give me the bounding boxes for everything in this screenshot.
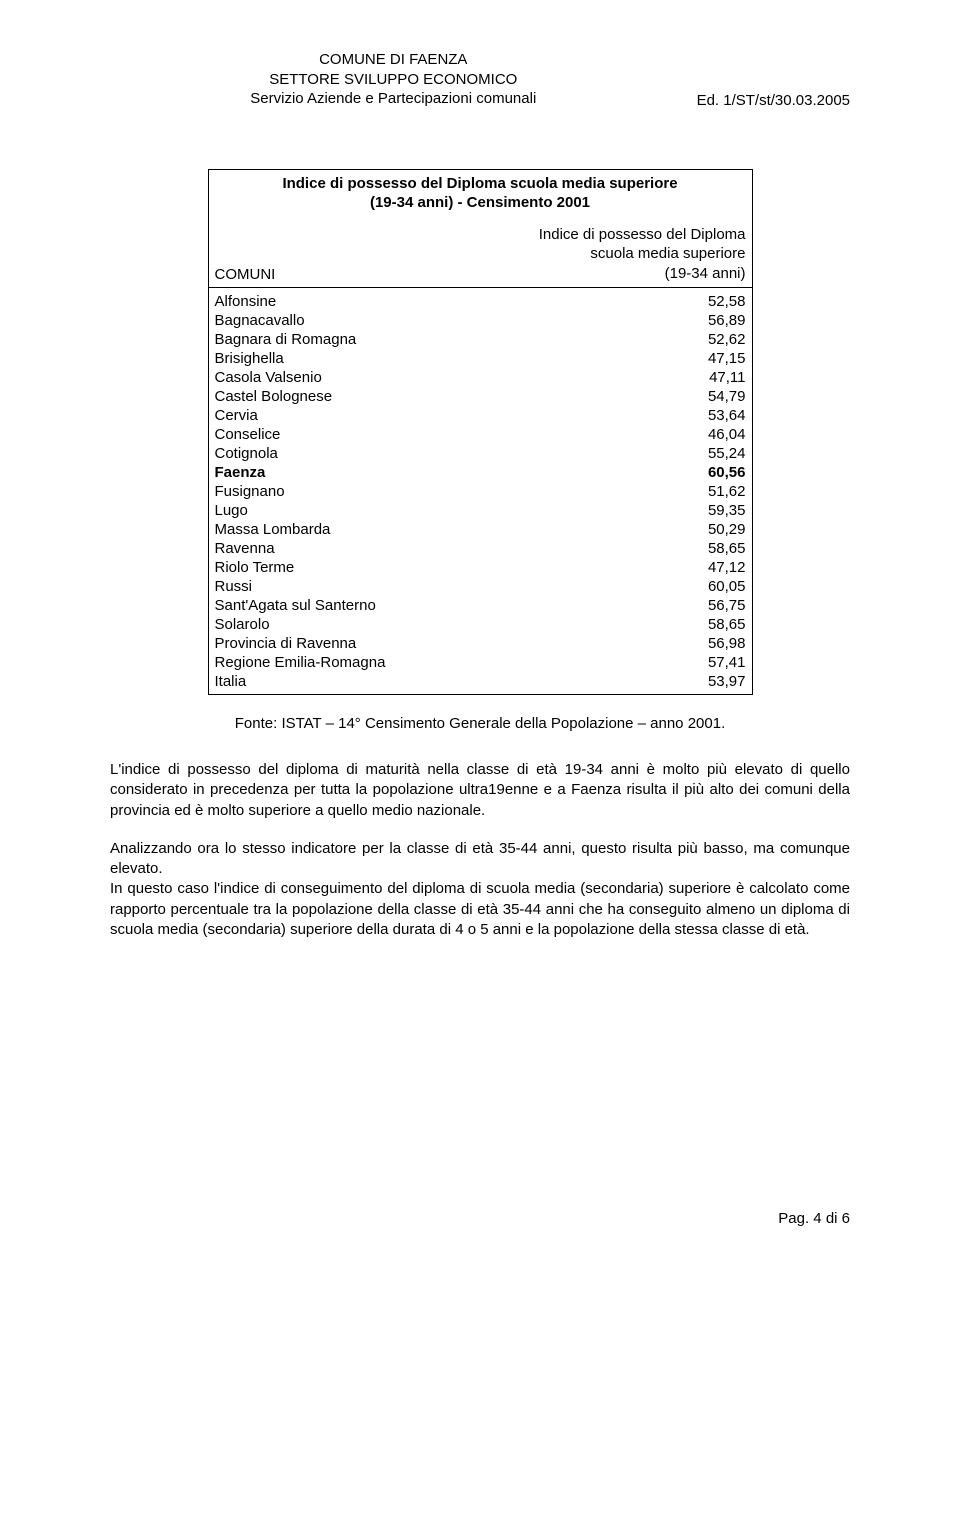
table-title-line2: (19-34 anni) - Censimento 2001 <box>370 194 590 211</box>
table-cell-value: 56,75 <box>456 596 752 615</box>
header-line3: Servizio Aziende e Partecipazioni comuna… <box>110 89 677 109</box>
diploma-table-wrapper: Indice di possesso del Diploma scuola me… <box>208 169 753 696</box>
table-cell-name: Cervia <box>208 406 456 425</box>
table-cell-name: Bagnacavallo <box>208 311 456 330</box>
table-cell-value: 52,58 <box>456 292 752 311</box>
table-row: Fusignano51,62 <box>208 482 752 501</box>
table-row: Provincia di Ravenna56,98 <box>208 634 752 653</box>
table-row: Casola Valsenio47,11 <box>208 368 752 387</box>
paragraph-2: Analizzando ora lo stesso indicatore per… <box>110 839 850 880</box>
table-cell-value: 46,04 <box>456 425 752 444</box>
table-cell-name: Sant'Agata sul Santerno <box>208 596 456 615</box>
table-cell-name: Fusignano <box>208 482 456 501</box>
table-cell-name: Solarolo <box>208 615 456 634</box>
table-cell-value: 57,41 <box>456 653 752 672</box>
table-cell-value: 47,11 <box>456 368 752 387</box>
table-caption: Fonte: ISTAT – 14° Censimento Generale d… <box>110 715 850 732</box>
table-cell-name: Riolo Terme <box>208 558 456 577</box>
table-cell-value: 47,15 <box>456 349 752 368</box>
table-cell-name: Regione Emilia-Romagna <box>208 653 456 672</box>
table-cell-value: 50,29 <box>456 520 752 539</box>
header-line1: COMUNE DI FAENZA <box>110 50 677 70</box>
table-cell-value: 60,56 <box>456 463 752 482</box>
table-cell-value: 58,65 <box>456 615 752 634</box>
page-footer: Pag. 4 di 6 <box>110 1210 850 1227</box>
table-cell-value: 56,98 <box>456 634 752 653</box>
table-cell-name: Provincia di Ravenna <box>208 634 456 653</box>
paragraph-3: In questo caso l'indice di conseguimento… <box>110 879 850 940</box>
table-row: Alfonsine52,58 <box>208 292 752 311</box>
table-cell-value: 59,35 <box>456 501 752 520</box>
table-cell-name: Ravenna <box>208 539 456 558</box>
table-cell-value: 53,64 <box>456 406 752 425</box>
paragraph-1: L'indice di possesso del diploma di matu… <box>110 760 850 821</box>
table-cell-name: Casola Valsenio <box>208 368 456 387</box>
table-col1-header: COMUNI <box>208 221 456 288</box>
table-row: Lugo59,35 <box>208 501 752 520</box>
table-cell-name: Bagnara di Romagna <box>208 330 456 349</box>
table-cell-value: 60,05 <box>456 577 752 596</box>
table-title-row: Indice di possesso del Diploma scuola me… <box>208 169 752 217</box>
table-row: Bagnara di Romagna52,62 <box>208 330 752 349</box>
table-cell-value: 54,79 <box>456 387 752 406</box>
table-cell-name: Conselice <box>208 425 456 444</box>
table-row: Castel Bolognese54,79 <box>208 387 752 406</box>
table-col2-header: Indice di possesso del Diploma scuola me… <box>456 221 752 288</box>
table-cell-value: 52,62 <box>456 330 752 349</box>
table-row: Cervia53,64 <box>208 406 752 425</box>
table-row: Bagnacavallo56,89 <box>208 311 752 330</box>
table-title-line1: Indice di possesso del Diploma scuola me… <box>282 175 677 192</box>
table-row: Brisighella47,15 <box>208 349 752 368</box>
table-header-row: COMUNI Indice di possesso del Diploma sc… <box>208 221 752 288</box>
table-cell-name: Italia <box>208 672 456 695</box>
table-cell-name: Cotignola <box>208 444 456 463</box>
table-row: Solarolo58,65 <box>208 615 752 634</box>
table-cell-name: Castel Bolognese <box>208 387 456 406</box>
table-cell-value: 51,62 <box>456 482 752 501</box>
table-cell-name: Alfonsine <box>208 292 456 311</box>
table-row: Ravenna58,65 <box>208 539 752 558</box>
table-cell-value: 55,24 <box>456 444 752 463</box>
header-line2: SETTORE SVILUPPO ECONOMICO <box>110 70 677 90</box>
table-cell-name: Russi <box>208 577 456 596</box>
table-cell-value: 58,65 <box>456 539 752 558</box>
table-cell-name: Massa Lombarda <box>208 520 456 539</box>
header-edition: Ed. 1/ST/st/30.03.2005 <box>677 92 850 109</box>
table-cell-name: Faenza <box>208 463 456 482</box>
header-left: COMUNE DI FAENZA SETTORE SVILUPPO ECONOM… <box>110 50 677 109</box>
table-row: Cotignola55,24 <box>208 444 752 463</box>
table-cell-value: 53,97 <box>456 672 752 695</box>
diploma-table: Indice di possesso del Diploma scuola me… <box>208 169 753 696</box>
document-header: COMUNE DI FAENZA SETTORE SVILUPPO ECONOM… <box>110 50 850 109</box>
table-row: Conselice46,04 <box>208 425 752 444</box>
table-cell-value: 56,89 <box>456 311 752 330</box>
table-row: Riolo Terme47,12 <box>208 558 752 577</box>
table-row: Regione Emilia-Romagna57,41 <box>208 653 752 672</box>
table-row: Faenza60,56 <box>208 463 752 482</box>
table-row: Italia53,97 <box>208 672 752 695</box>
table-row: Russi60,05 <box>208 577 752 596</box>
table-row: Massa Lombarda50,29 <box>208 520 752 539</box>
table-cell-name: Brisighella <box>208 349 456 368</box>
table-cell-value: 47,12 <box>456 558 752 577</box>
table-row: Sant'Agata sul Santerno56,75 <box>208 596 752 615</box>
table-cell-name: Lugo <box>208 501 456 520</box>
